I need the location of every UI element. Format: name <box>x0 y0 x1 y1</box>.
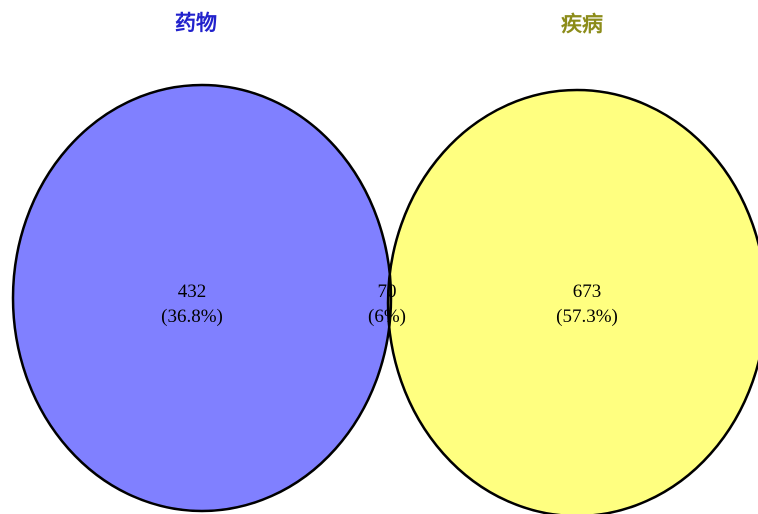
overlap-count: 70 <box>378 281 397 302</box>
left-only-count: 432 <box>178 281 207 302</box>
set-label-drug: 药物 <box>175 11 217 35</box>
set-label-box-disease <box>466 5 631 35</box>
set-label-box-drug <box>108 5 273 35</box>
right-only-count: 673 <box>573 281 602 302</box>
drug-circle <box>13 85 391 511</box>
overlap-percent: (6%) <box>368 306 406 327</box>
drug-circle-outline <box>11 83 393 513</box>
right-only-percent: (57.3%) <box>556 306 618 327</box>
disease-circle-outline <box>386 88 758 514</box>
left-only-percent: (36.8%) <box>161 306 223 327</box>
set-label-disease: 疾病 <box>561 12 603 36</box>
disease-circle <box>388 90 758 514</box>
